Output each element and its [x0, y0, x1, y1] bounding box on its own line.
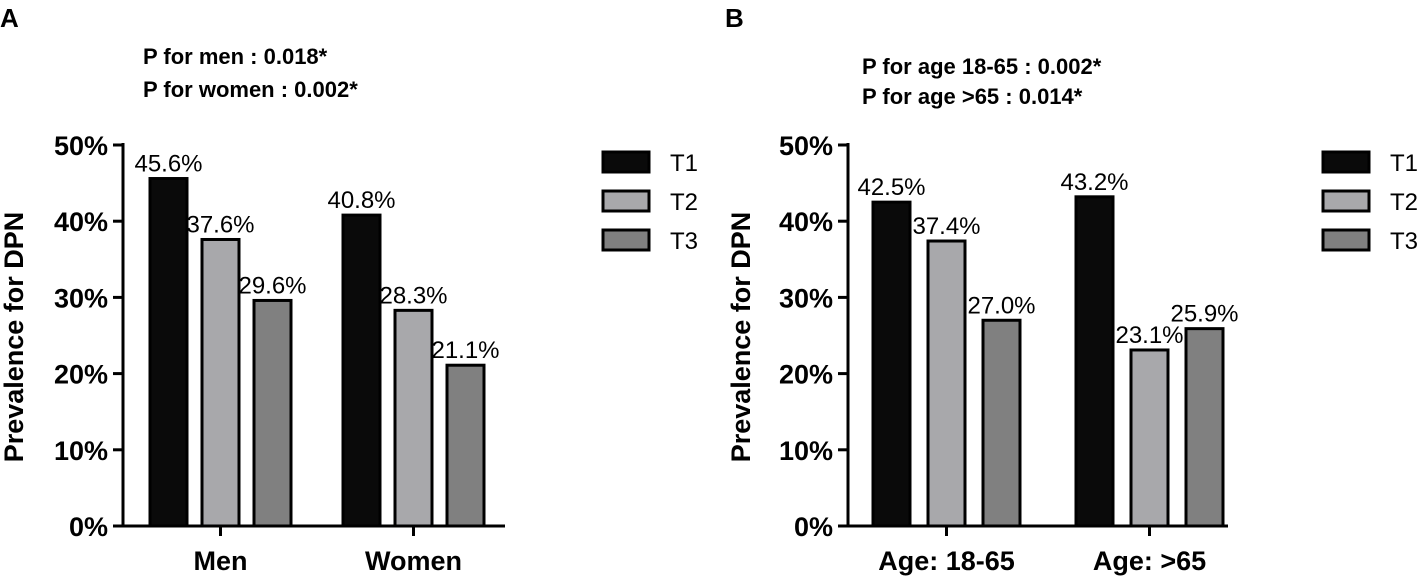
panel-letter-b: B: [725, 3, 744, 33]
bar-t1-women: [341, 213, 382, 528]
legend-label-t1: T1: [670, 150, 698, 177]
legend-swatch-t1: [1321, 150, 1371, 174]
bar-t1-age-18-65: [871, 200, 912, 528]
data-label-t3-men: 29.6%: [238, 272, 306, 299]
plot-area-b: 0% 10% 20% 30% 40% 50% 42.5% 43.2% 37.4% 23.1% 27.…: [779, 131, 1239, 576]
panel-letter-a: A: [0, 3, 19, 33]
y-tick-label: 30%: [54, 283, 108, 313]
y-axis-label-b: Prevalence for DPN: [726, 212, 756, 463]
x-category-label-age-18-65: Age: 18-65: [878, 546, 1015, 576]
p-value-men: P for men : 0.018*: [143, 44, 328, 69]
legend-label-t3: T3: [670, 228, 698, 255]
x-category-label-men: Men: [194, 546, 248, 576]
legend-label-t3: T3: [1390, 228, 1417, 255]
legend-swatch-t3: [601, 228, 651, 252]
legend-label-t2: T2: [1390, 189, 1417, 216]
bar-t2-age-18-65: [926, 239, 967, 528]
data-label-t3-age-18-65: 27.0%: [967, 292, 1035, 319]
data-label-t3-women: 21.1%: [431, 337, 499, 364]
y-tick-label: 10%: [779, 436, 833, 466]
p-value-women: P for women : 0.002*: [143, 77, 358, 102]
legend-swatch-t3: [1321, 228, 1371, 252]
y-tick-label: 20%: [779, 360, 833, 390]
data-label-t2-age-18-65: 37.4%: [912, 213, 980, 240]
y-tick-label: 50%: [779, 131, 833, 161]
data-label-t2-age-65: 23.1%: [1115, 322, 1183, 349]
p-value-age-18-65: P for age 18-65 : 0.002*: [862, 54, 1102, 79]
y-tick-label: 0%: [69, 512, 108, 542]
legend-swatch-t1: [601, 150, 651, 174]
legend-swatch-t2: [601, 189, 651, 213]
bar-t2-men: [200, 237, 241, 528]
legend-b: T1 T2 T3: [1321, 150, 1417, 255]
bar-t1-men: [148, 177, 189, 528]
legend-label-t2: T2: [670, 189, 698, 216]
data-label-t2-men: 37.6%: [186, 211, 254, 238]
bar-t1-age-65: [1074, 195, 1115, 528]
y-tick-label: 50%: [54, 131, 108, 161]
y-tick-label: 40%: [779, 207, 833, 237]
data-label-t1-men: 45.6%: [134, 151, 202, 178]
data-label-t1-women: 40.8%: [327, 187, 395, 214]
legend-label-t1: T1: [1390, 150, 1417, 177]
data-label-t2-women: 28.3%: [379, 282, 447, 309]
plot-area-a: 0% 10% 20% 30% 40% 50% 45.6% 40.8% 37.6% 28.3% 29.…: [54, 131, 505, 576]
bar-t2-age-65: [1129, 348, 1170, 528]
y-tick-label: 10%: [54, 436, 108, 466]
bar-t3-men: [252, 298, 293, 528]
x-category-label-age-65: Age: >65: [1093, 546, 1206, 576]
y-tick-label: 30%: [779, 283, 833, 313]
y-tick-label: 20%: [54, 360, 108, 390]
y-tick-label: 0%: [794, 512, 833, 542]
y-axis-label-a: Prevalence for DPN: [0, 212, 29, 463]
data-label-t1-age-65: 43.2%: [1060, 169, 1128, 196]
legend-a: T1 T2 T3: [601, 150, 698, 255]
panel-a: A P for men : 0.018* P for women : 0.002…: [0, 3, 698, 576]
y-tick-label: 40%: [54, 207, 108, 237]
bar-t2-women: [393, 308, 434, 528]
bar-t3-women: [445, 363, 486, 528]
bar-t3-age-18-65: [981, 318, 1022, 528]
bar-t3-age-65: [1184, 327, 1225, 528]
data-label-t1-age-18-65: 42.5%: [857, 174, 925, 201]
p-value-age-over-65: P for age >65 : 0.014*: [862, 84, 1083, 109]
panel-b: B P for age 18-65 : 0.002* P for age >65…: [725, 3, 1417, 576]
x-category-label-women: Women: [365, 546, 462, 576]
data-label-t3-age-65: 25.9%: [1170, 301, 1238, 328]
legend-swatch-t2: [1321, 189, 1371, 213]
